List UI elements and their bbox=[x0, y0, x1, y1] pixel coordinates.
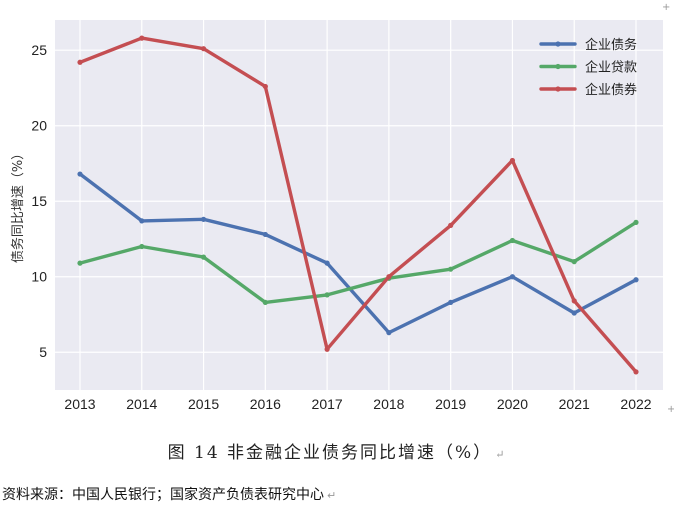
data-point bbox=[509, 274, 516, 280]
plot-area bbox=[55, 20, 663, 390]
data-point bbox=[633, 369, 639, 375]
x-tick-label: 2017 bbox=[312, 396, 343, 412]
data-point bbox=[139, 243, 145, 250]
x-tick-label: 2016 bbox=[250, 396, 281, 412]
data-point bbox=[139, 218, 145, 224]
data-point bbox=[324, 260, 330, 266]
data-point bbox=[324, 292, 330, 298]
series-lines bbox=[77, 35, 639, 375]
data-point bbox=[200, 216, 207, 222]
corner-mark-right: + bbox=[667, 404, 674, 415]
x-tick-label: 2018 bbox=[373, 396, 404, 412]
data-point bbox=[633, 277, 639, 283]
legend-label: 企业债券 bbox=[585, 82, 637, 98]
data-point bbox=[509, 157, 516, 164]
data-point bbox=[324, 346, 330, 352]
legend-marker bbox=[555, 63, 561, 70]
source-text: 资料来源：中国人民银行；国家资产负债表研究中心 bbox=[2, 487, 324, 503]
legend-label: 企业债务 bbox=[585, 37, 637, 53]
data-point bbox=[77, 260, 83, 266]
data-point bbox=[633, 219, 639, 225]
data-point bbox=[386, 274, 392, 280]
data-point bbox=[448, 266, 454, 272]
x-tick-label: 2014 bbox=[126, 396, 157, 412]
data-point bbox=[571, 310, 577, 316]
data-point bbox=[262, 83, 268, 90]
source-note: 资料来源：中国人民银行；国家资产负债表研究中心 ↵ bbox=[2, 484, 336, 504]
corner-mark-top: + bbox=[662, 2, 671, 13]
x-tick-label: 2020 bbox=[497, 396, 528, 412]
x-axis-ticks: 2013 2014 2015 2016 2017 2018 2019 2020 2021 2022 bbox=[64, 396, 651, 412]
data-point bbox=[200, 46, 207, 52]
legend-marker bbox=[555, 41, 561, 47]
x-tick-label: 2019 bbox=[435, 396, 466, 412]
data-point bbox=[509, 237, 516, 244]
data-point bbox=[448, 299, 454, 306]
data-point bbox=[77, 171, 83, 177]
x-tick-label: 2015 bbox=[188, 396, 219, 412]
data-point bbox=[571, 298, 577, 304]
series-line-1 bbox=[78, 172, 638, 335]
data-point bbox=[571, 259, 577, 265]
legend-marker bbox=[555, 86, 561, 92]
x-tick-label: 2021 bbox=[559, 396, 590, 412]
y-axis-label: 债务同比增速（%） bbox=[10, 147, 26, 263]
series-line-2 bbox=[78, 220, 638, 305]
y-tick-label: 5 bbox=[39, 344, 47, 360]
y-tick-label: 20 bbox=[31, 118, 47, 134]
figure-caption: 图 14 非金融企业债务同比增速（%） ↵ bbox=[0, 438, 674, 463]
y-tick-label: 25 bbox=[31, 42, 47, 58]
data-point bbox=[386, 330, 392, 336]
series-line-3 bbox=[78, 36, 638, 374]
y-axis-ticks: 5 10 15 20 25 bbox=[31, 42, 47, 360]
data-point bbox=[262, 299, 268, 306]
data-point bbox=[77, 59, 83, 65]
data-point bbox=[200, 254, 207, 260]
data-point bbox=[448, 222, 454, 228]
y-tick-label: 15 bbox=[31, 193, 47, 209]
data-point bbox=[262, 231, 268, 238]
x-tick-label: 2013 bbox=[64, 396, 95, 412]
paragraph-mark: ↵ bbox=[495, 448, 507, 461]
x-tick-label: 2022 bbox=[620, 396, 651, 412]
data-point bbox=[139, 35, 145, 41]
caption-text: 图 14 非金融企业债务同比增速（%） bbox=[167, 443, 493, 463]
paragraph-mark: ↵ bbox=[327, 489, 337, 502]
y-tick-label: 10 bbox=[31, 269, 47, 285]
grid-lines bbox=[55, 20, 663, 390]
legend-label: 企业贷款 bbox=[585, 60, 637, 76]
